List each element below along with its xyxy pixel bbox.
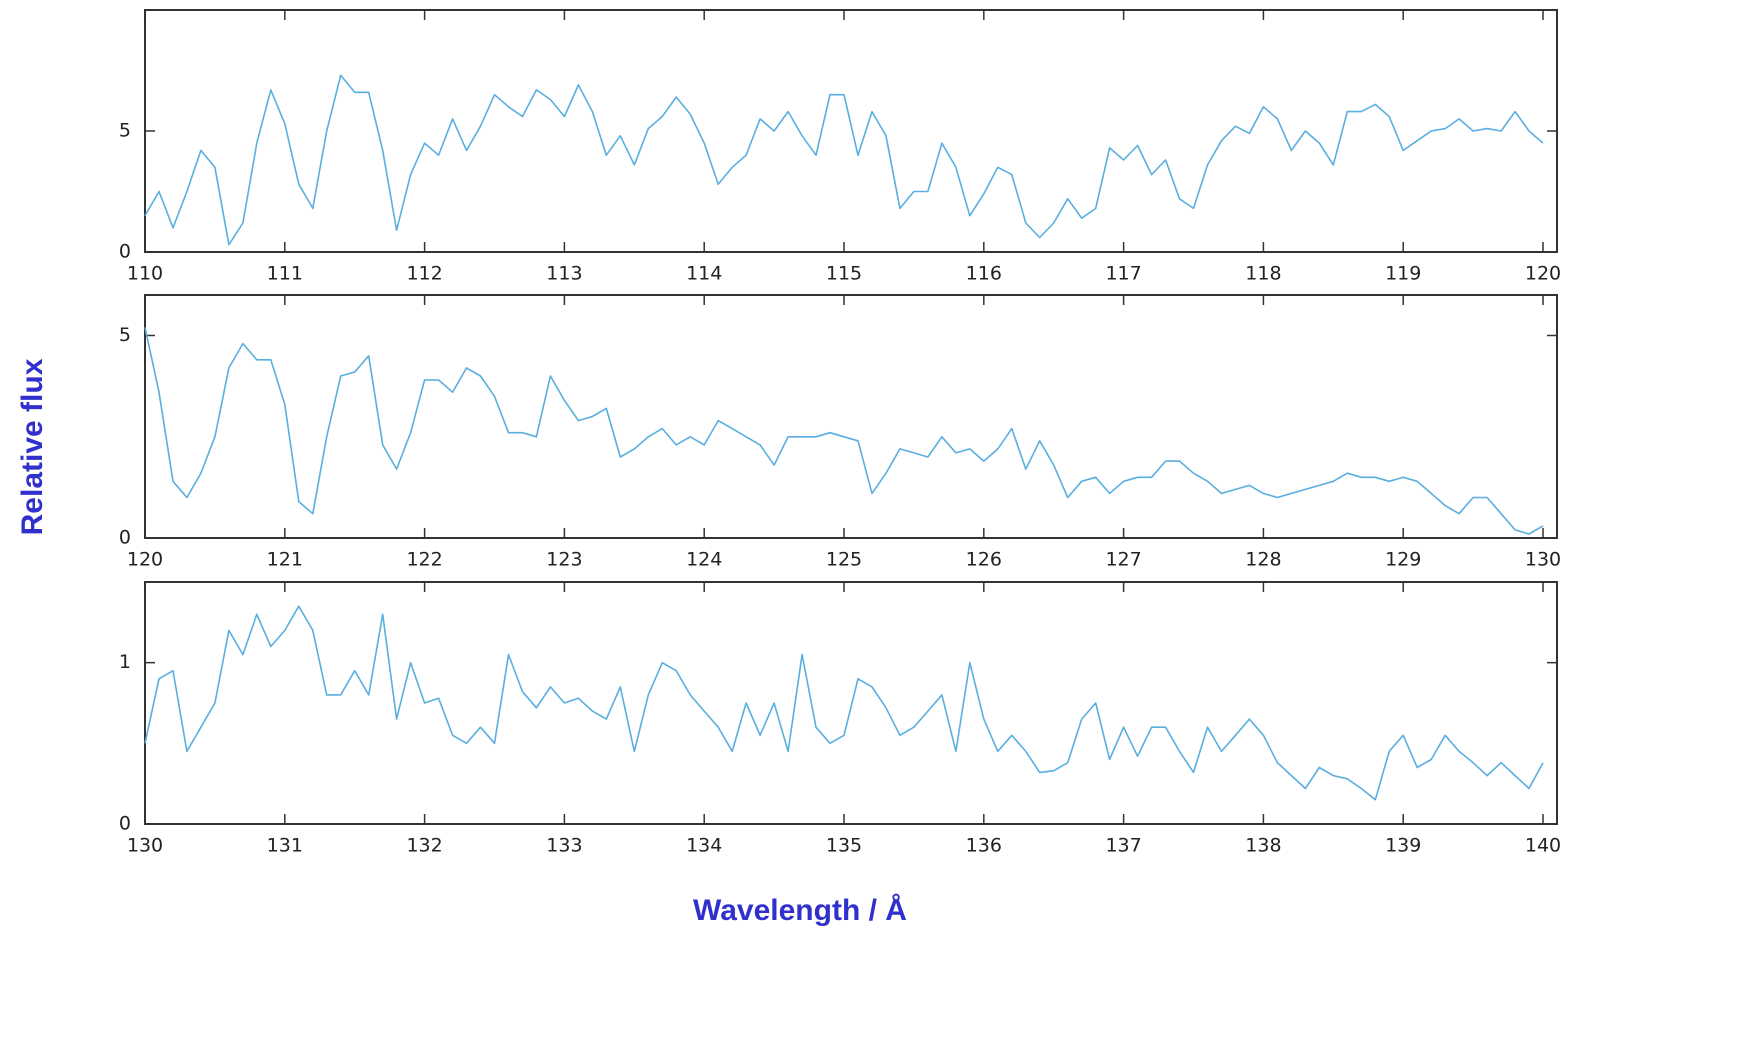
x-tick-label: 135 bbox=[826, 835, 862, 857]
x-tick-label: 118 bbox=[1245, 263, 1281, 285]
x-tick-label: 122 bbox=[406, 549, 442, 571]
x-tick-label: 114 bbox=[686, 263, 722, 285]
y-tick-label: 0 bbox=[119, 813, 131, 835]
spectrum-line bbox=[144, 74, 1544, 246]
x-tick-label: 134 bbox=[686, 835, 722, 857]
plot-frame bbox=[144, 294, 1558, 539]
x-tick-label: 131 bbox=[267, 835, 303, 857]
spectrum-line bbox=[144, 605, 1544, 801]
x-tick-label: 136 bbox=[966, 835, 1002, 857]
x-tick-label: 116 bbox=[966, 263, 1002, 285]
x-tick-label: 110 bbox=[127, 263, 163, 285]
x-tick-label: 120 bbox=[127, 549, 163, 571]
x-tick-label: 138 bbox=[1245, 835, 1281, 857]
x-tick-label: 119 bbox=[1385, 263, 1421, 285]
x-tick-label: 123 bbox=[546, 549, 582, 571]
x-tick-label: 127 bbox=[1105, 549, 1141, 571]
y-tick-label: 5 bbox=[119, 120, 131, 142]
x-tick-label: 121 bbox=[267, 549, 303, 571]
x-tick-label: 126 bbox=[966, 549, 1002, 571]
x-tick-label: 125 bbox=[826, 549, 862, 571]
x-tick-label: 111 bbox=[267, 263, 303, 285]
x-tick-label: 133 bbox=[546, 835, 582, 857]
x-tick-label: 120 bbox=[1525, 263, 1561, 285]
y-axis-title: Relative flux bbox=[16, 358, 49, 535]
x-tick-label: 115 bbox=[826, 263, 862, 285]
x-tick-label: 140 bbox=[1525, 835, 1561, 857]
x-tick-label: 128 bbox=[1245, 549, 1281, 571]
x-tick-label: 112 bbox=[406, 263, 442, 285]
x-tick-label: 124 bbox=[686, 549, 722, 571]
plot-frame bbox=[144, 581, 1558, 825]
x-tick-label: 132 bbox=[406, 835, 442, 857]
spectrum-line bbox=[144, 327, 1544, 535]
x-tick-label: 130 bbox=[1525, 549, 1561, 571]
x-tick-label: 129 bbox=[1385, 549, 1421, 571]
x-tick-label: 113 bbox=[546, 263, 582, 285]
x-tick-label: 137 bbox=[1105, 835, 1141, 857]
plot-frame bbox=[144, 9, 1558, 253]
y-tick-label: 0 bbox=[119, 241, 131, 263]
y-tick-label: 0 bbox=[119, 527, 131, 549]
y-tick-label: 5 bbox=[119, 324, 131, 346]
x-tick-label: 139 bbox=[1385, 835, 1421, 857]
x-axis-title: Wavelength / Å bbox=[693, 894, 907, 927]
x-tick-label: 130 bbox=[127, 835, 163, 857]
y-tick-label: 1 bbox=[119, 651, 131, 673]
x-tick-label: 117 bbox=[1105, 263, 1141, 285]
